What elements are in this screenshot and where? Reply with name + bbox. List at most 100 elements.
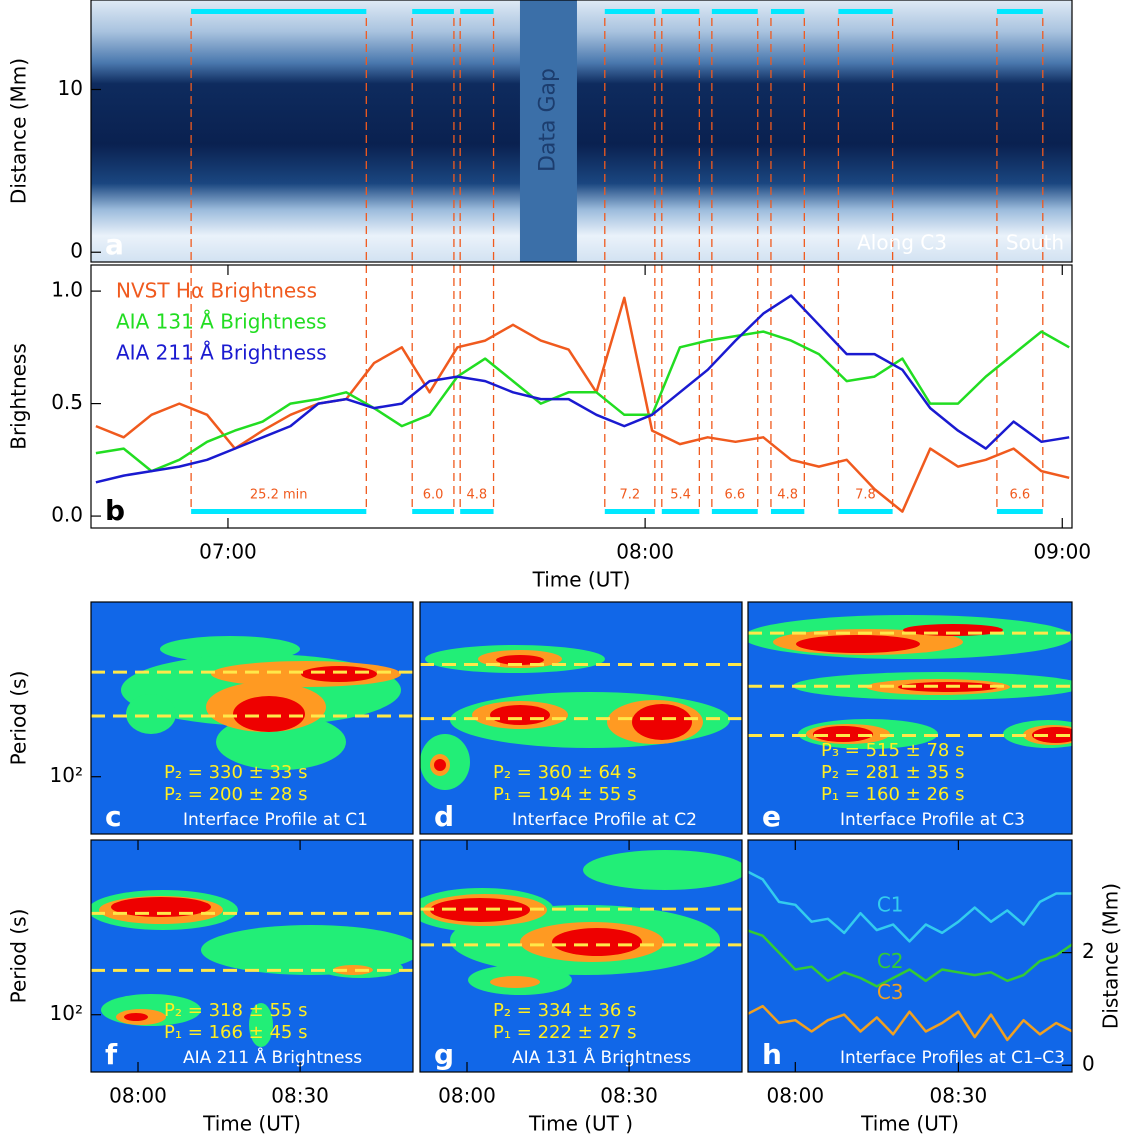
interval-bar — [191, 9, 367, 14]
y-axis-label: Distance (Mm) — [1099, 883, 1123, 1029]
series-line — [95, 330, 1070, 473]
period-annotation: P₁ = 194 ± 55 s — [493, 784, 636, 805]
period-annotation: P₂ = 360 ± 64 s — [493, 762, 636, 783]
contour — [796, 635, 920, 653]
panel — [91, 0, 1072, 262]
panel-letter: d — [434, 800, 454, 833]
period-annotation: P₂ = 281 ± 35 s — [821, 762, 964, 783]
y-tick-label: 0.5 — [51, 390, 83, 414]
x-tick-label: 08:00 — [766, 1084, 824, 1108]
interval-bar — [460, 9, 494, 14]
panel-letter: g — [434, 1038, 454, 1071]
legend-entry: NVST Hα Brightness — [116, 279, 317, 303]
contour — [552, 928, 642, 956]
panel-caption: AIA 211 Å Brightness — [183, 1046, 362, 1068]
panel-caption: Interface Profile at C1 — [183, 810, 368, 830]
interval-label: 6.6 — [724, 488, 745, 503]
interval-bar — [412, 9, 454, 14]
y-axis-label: Brightness — [7, 343, 31, 450]
y-axis-label: Period (s) — [7, 909, 31, 1004]
legend-entry: AIA 131 Å Brightness — [116, 310, 327, 334]
interval-bar — [604, 509, 655, 514]
series-line — [95, 296, 1070, 513]
y-tick-label: 0 — [70, 239, 83, 263]
series-line — [748, 1004, 1072, 1042]
period-annotation: P₂ = 334 ± 36 s — [493, 1000, 636, 1021]
period-annotation: P₁ = 222 ± 27 s — [493, 1022, 636, 1043]
panel-caption: AIA 131 Å Brightness — [512, 1046, 691, 1068]
interval-bar — [838, 509, 893, 514]
x-axis-label: Time (UT) — [532, 568, 631, 592]
panel-caption: Interface Profile at C2 — [512, 810, 697, 830]
wavelet-background — [748, 840, 1072, 1072]
panel — [748, 840, 1072, 1072]
frame — [90, 601, 414, 835]
y-tick-label: 10 — [58, 76, 83, 100]
x-tick-label: 08:30 — [271, 1084, 329, 1108]
annotation: Along C3 — [857, 231, 947, 255]
series-line — [748, 870, 1072, 943]
y-tick-label: 0 — [1082, 1052, 1095, 1076]
period-annotation: P₃ = 515 ± 78 s — [821, 740, 964, 761]
x-tick-label: 08:30 — [930, 1084, 988, 1108]
x-tick-label: 08:30 — [600, 1084, 658, 1108]
series-label: C3 — [877, 980, 904, 1004]
interval-bar — [770, 509, 805, 514]
interval-bar — [604, 9, 655, 14]
y-tick-label: 1.0 — [51, 278, 83, 302]
data-gap-label: Data Gap — [535, 68, 560, 172]
interval-bar — [711, 509, 758, 514]
series-label: C1 — [877, 893, 904, 917]
frame — [419, 601, 743, 835]
contour — [813, 726, 873, 742]
panel-caption: Interface Profiles at C1–C3 — [840, 1048, 1065, 1068]
panel-letter: f — [105, 1038, 118, 1071]
series-line — [95, 294, 1070, 484]
period-annotation: P₁ = 166 ± 45 s — [164, 1022, 307, 1043]
contour — [126, 694, 176, 734]
period-annotation: P₂ = 200 ± 28 s — [164, 784, 307, 805]
panel — [95, 265, 1070, 514]
frame — [747, 601, 1073, 835]
contour — [249, 1003, 273, 1047]
legend-entry: AIA 211 Å Brightness — [116, 341, 327, 365]
interval-label: 6.0 — [423, 488, 444, 503]
y-tick-label: 0.0 — [51, 503, 83, 527]
panel-letter: c — [105, 800, 122, 833]
interval-bar — [996, 9, 1043, 14]
frame — [90, 264, 1073, 529]
series-label: C2 — [877, 949, 904, 973]
x-tick-label: 08:00 — [109, 1084, 167, 1108]
interval-bar — [412, 509, 454, 514]
frame — [90, 839, 414, 1073]
panel-letter: e — [762, 800, 781, 833]
contour — [490, 705, 550, 725]
interval-label: 7.2 — [619, 488, 640, 503]
interval-label: 5.4 — [670, 488, 691, 503]
interval-label: 25.2 min — [250, 488, 308, 503]
interval-label: 4.8 — [777, 488, 798, 503]
y-tick-label: 10² — [50, 1001, 83, 1025]
annotation: South — [1006, 231, 1064, 255]
y-tick-label: 2 — [1082, 939, 1095, 963]
x-tick-label: 08:00 — [616, 540, 674, 564]
contour — [233, 696, 305, 732]
interval-bar — [838, 9, 893, 14]
x-axis-label: Time (UT) — [860, 1112, 959, 1136]
interval-bar — [661, 509, 700, 514]
series-line — [748, 929, 1072, 988]
interval-label: 7.8 — [855, 488, 876, 503]
panel-letter: h — [762, 1038, 782, 1071]
y-tick-label: 10² — [50, 763, 83, 787]
panel-caption: Interface Profile at C3 — [840, 810, 1025, 830]
interval-bar — [191, 509, 367, 514]
contour — [434, 759, 446, 771]
panel — [91, 602, 413, 834]
contour — [583, 850, 742, 890]
contour — [301, 666, 377, 682]
interval-label: 6.6 — [1010, 488, 1031, 503]
contour — [430, 898, 530, 922]
